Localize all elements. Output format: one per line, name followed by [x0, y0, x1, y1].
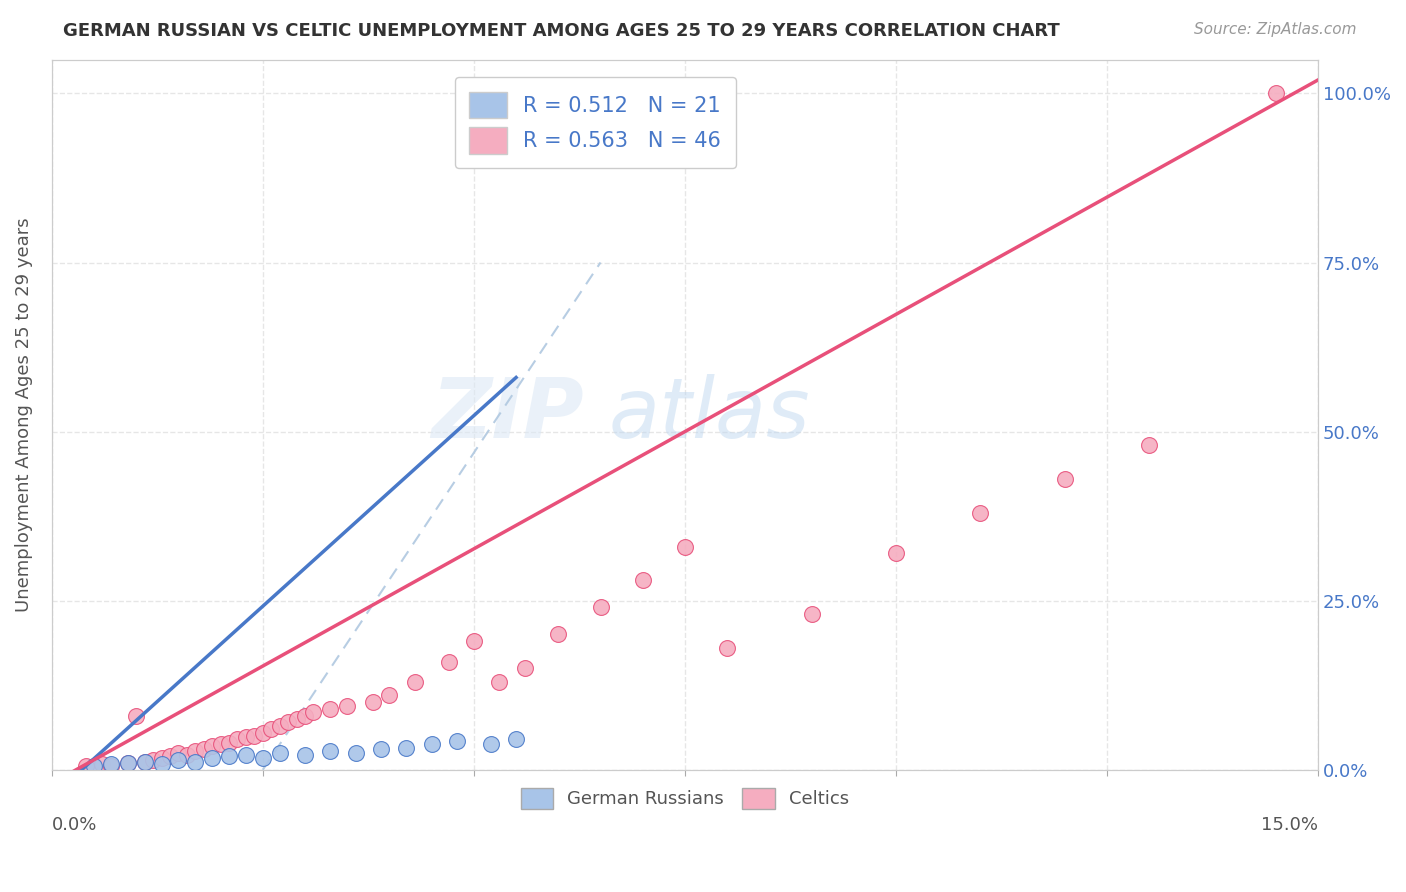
Point [218, 749, 240, 764]
Point [100, 758, 122, 772]
Point [167, 746, 190, 760]
Point [1053, 472, 1076, 486]
Point [302, 706, 325, 720]
Point [513, 661, 536, 675]
Point [150, 757, 173, 772]
Point [1264, 87, 1286, 101]
Point [201, 750, 224, 764]
Point [277, 715, 299, 730]
Point [505, 732, 527, 747]
Point [226, 732, 249, 747]
Point [159, 749, 181, 764]
Point [269, 719, 291, 733]
Point [800, 607, 823, 622]
Point [463, 634, 485, 648]
Point [142, 753, 165, 767]
Point [167, 753, 190, 767]
Text: atlas: atlas [609, 374, 811, 455]
Text: GERMAN RUSSIAN VS CELTIC UNEMPLOYMENT AMONG AGES 25 TO 29 YEARS CORRELATION CHAR: GERMAN RUSSIAN VS CELTIC UNEMPLOYMENT AM… [63, 22, 1060, 40]
Point [446, 734, 468, 748]
Point [235, 731, 257, 745]
Point [319, 744, 342, 758]
Text: 15.0%: 15.0% [1261, 816, 1319, 834]
Point [235, 747, 257, 762]
Point [589, 600, 612, 615]
Point [479, 737, 502, 751]
Point [184, 755, 207, 769]
Point [420, 737, 443, 751]
Point [336, 698, 359, 713]
Point [117, 756, 139, 770]
Point [193, 742, 215, 756]
Point [125, 708, 148, 723]
Point [437, 655, 460, 669]
Point [91, 757, 114, 772]
Point [969, 506, 991, 520]
Point [134, 755, 156, 769]
Text: Source: ZipAtlas.com: Source: ZipAtlas.com [1194, 22, 1357, 37]
Point [319, 702, 342, 716]
Point [378, 689, 401, 703]
Point [252, 750, 274, 764]
Point [488, 674, 510, 689]
Point [884, 546, 907, 560]
Point [294, 747, 316, 762]
Point [150, 750, 173, 764]
Point [83, 759, 105, 773]
Point [370, 742, 392, 756]
Point [252, 725, 274, 739]
Point [344, 746, 367, 760]
Y-axis label: Unemployment Among Ages 25 to 29 years: Unemployment Among Ages 25 to 29 years [15, 218, 32, 612]
Point [547, 627, 569, 641]
Point [631, 574, 654, 588]
Point [269, 746, 291, 760]
Point [716, 640, 738, 655]
Legend: German Russians, Celtics: German Russians, Celtics [512, 779, 859, 818]
Point [201, 739, 224, 753]
Point [209, 737, 232, 751]
Point [294, 708, 316, 723]
Point [117, 756, 139, 770]
Point [176, 747, 198, 762]
Text: 0.0%: 0.0% [52, 816, 97, 834]
Point [184, 744, 207, 758]
Point [134, 755, 156, 769]
Point [1137, 438, 1160, 452]
Point [243, 729, 266, 743]
Point [673, 540, 696, 554]
Point [361, 695, 384, 709]
Point [100, 757, 122, 772]
Point [260, 722, 283, 736]
Text: ZIP: ZIP [432, 374, 583, 455]
Point [285, 712, 308, 726]
Point [218, 736, 240, 750]
Point [395, 741, 418, 756]
Point [75, 759, 97, 773]
Point [404, 674, 426, 689]
